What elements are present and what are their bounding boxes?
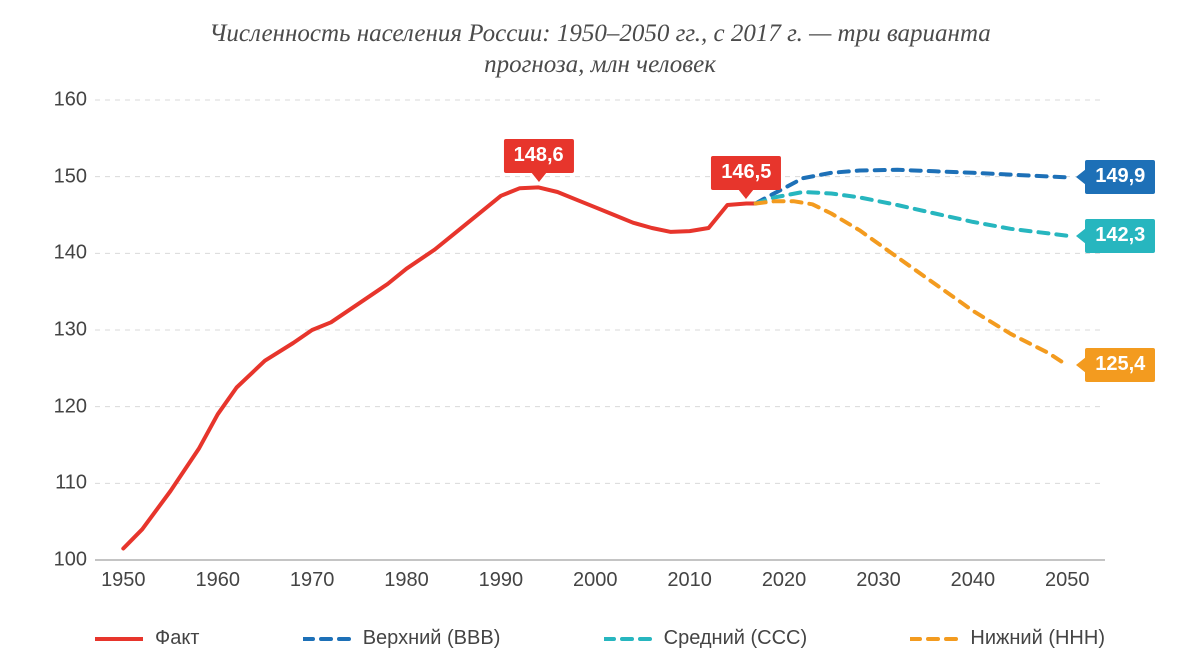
data-callout-label: 142,3 [1095,224,1145,246]
x-tick-label: 1960 [195,569,240,592]
data-callout-label: 148,6 [514,144,564,166]
chart-container: Численность населения России: 1950–2050 … [0,0,1200,662]
data-callout: 148,6 [504,139,574,173]
data-callout: 146,5 [711,156,781,190]
callout-tail [1076,169,1086,185]
y-tick-label: 160 [45,89,87,112]
legend-swatch [303,633,351,645]
series-middle [756,192,1067,236]
chart-svg [95,100,1105,560]
legend-item: Верхний (ВВВ) [303,627,501,650]
callout-tail [1076,357,1086,373]
x-tick-label: 2010 [667,569,712,592]
data-callout-label: 146,5 [721,161,771,183]
chart-title: Численность населения России: 1950–2050 … [0,18,1200,81]
x-tick-label: 2040 [951,569,996,592]
legend-item: Нижний (ННН) [910,627,1105,650]
title-line-1: Численность населения России: 1950–2050 … [209,20,991,47]
legend-label: Верхний (ВВВ) [363,627,501,650]
x-tick-label: 1990 [479,569,524,592]
callout-tail [738,189,754,199]
x-tick-label: 1980 [384,569,429,592]
x-tick-label: 2020 [762,569,807,592]
title-line-2: прогноза, млн человек [484,51,716,78]
legend-item: Средний (ССС) [604,627,808,650]
legend-item: Факт [95,627,199,650]
data-callout: 125,4 [1085,348,1155,382]
y-tick-label: 150 [45,165,87,188]
data-callout: 149,9 [1085,160,1155,194]
x-tick-label: 2000 [573,569,618,592]
y-tick-label: 120 [45,395,87,418]
legend-label: Средний (ССС) [664,627,808,650]
data-callout-label: 149,9 [1095,165,1145,187]
legend-swatch [910,633,958,645]
data-callout: 142,3 [1085,219,1155,253]
x-tick-label: 1950 [101,569,146,592]
data-callout-label: 125,4 [1095,353,1145,375]
legend-label: Нижний (ННН) [970,627,1105,650]
y-tick-label: 100 [45,549,87,572]
x-tick-label: 2030 [856,569,901,592]
series-upper [756,170,1067,204]
series-fact [123,187,755,548]
plot-area: 1001101201301401501601950196019701980199… [95,100,1105,560]
x-tick-label: 1970 [290,569,335,592]
legend: Факт Верхний (ВВВ) Средний (ССС) Нижний (НН… [95,627,1105,650]
y-tick-label: 130 [45,319,87,342]
callout-tail [1076,228,1086,244]
legend-swatch [604,633,652,645]
x-tick-label: 2050 [1045,569,1090,592]
y-tick-label: 140 [45,242,87,265]
legend-label: Факт [155,627,199,650]
series-lower [756,201,1067,365]
legend-swatch [95,633,143,645]
callout-tail [531,172,547,182]
y-tick-label: 110 [45,472,87,495]
